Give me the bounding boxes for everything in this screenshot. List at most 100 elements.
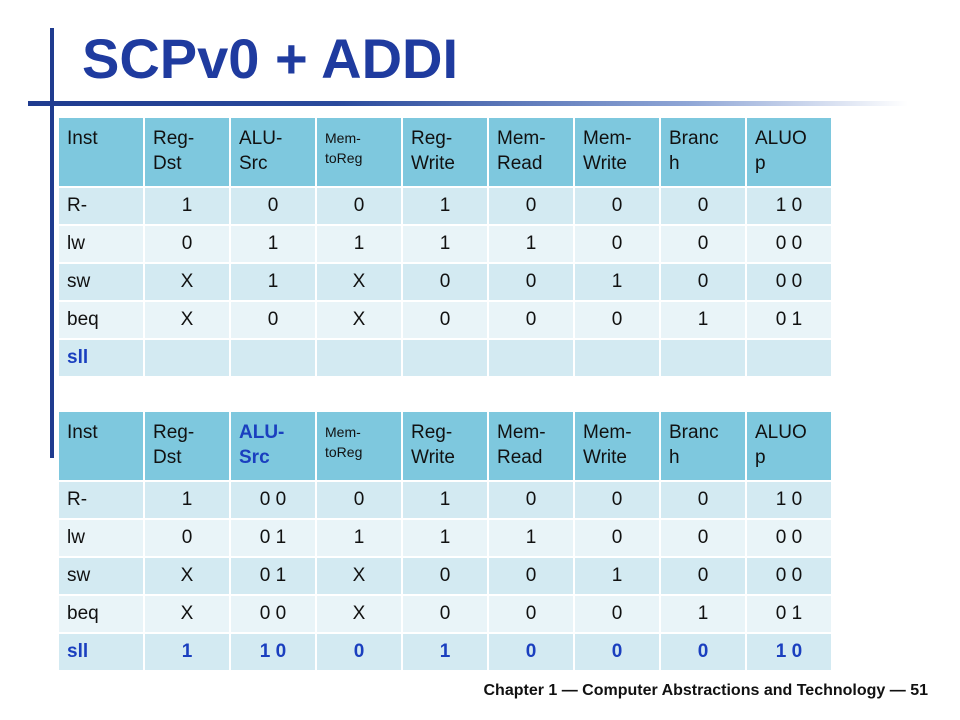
cell-inst: lw [59, 520, 143, 556]
table-header-row: Inst Reg- Dst ALU- Src Mem-toReg Reg- Write… [59, 118, 831, 186]
cell [747, 340, 831, 376]
control-table-after: Inst Reg- Dst ALU- Src Mem-toReg Reg- Write… [57, 410, 833, 672]
cell: 0 [145, 226, 229, 262]
cell: X [145, 558, 229, 594]
cell: 0 [661, 226, 745, 262]
cell: 0 [575, 302, 659, 338]
cell: 0 [403, 302, 487, 338]
cell: X [317, 302, 401, 338]
cell: 0 [575, 634, 659, 670]
cell-inst: lw [59, 226, 143, 262]
table-row: R- 1 0 0 0 1 0 0 0 1 0 [59, 482, 831, 518]
cell: X [317, 558, 401, 594]
control-table-before: Inst Reg- Dst ALU- Src Mem-toReg Reg- Write… [57, 116, 833, 378]
header-regwrite: Reg- Write [403, 118, 487, 186]
table-row: beq X 0 X 0 0 0 1 0 1 [59, 302, 831, 338]
cell: 1 [661, 302, 745, 338]
header-memwrite: Mem- Write [575, 412, 659, 480]
cell: 0 [231, 188, 315, 224]
header-memread: Mem- Read [489, 412, 573, 480]
header-inst: Inst [59, 118, 143, 186]
header-memwrite: Mem- Write [575, 118, 659, 186]
cell: 0 [403, 558, 487, 594]
cell [231, 340, 315, 376]
header-regwrite: Reg- Write [403, 412, 487, 480]
cell-inst: beq [59, 302, 143, 338]
cell: 0 1 [747, 596, 831, 632]
cell-inst: sw [59, 264, 143, 300]
cell: 1 [489, 226, 573, 262]
cell: X [317, 264, 401, 300]
cell: 0 [489, 264, 573, 300]
table-row: lw 0 1 1 1 1 0 0 0 0 [59, 226, 831, 262]
cell: 0 0 [747, 520, 831, 556]
title-accent-vertical-bar [50, 28, 54, 458]
cell: 0 [575, 188, 659, 224]
cell: X [145, 596, 229, 632]
header-memtoreg: Mem-toReg [317, 118, 401, 186]
table-row: beq X 0 0 X 0 0 0 1 0 1 [59, 596, 831, 632]
cell-inst: sll [59, 634, 143, 670]
slide-footer: Chapter 1 — Computer Abstractions and Te… [483, 682, 928, 699]
cell: 0 [317, 634, 401, 670]
header-branch: Branc h [661, 412, 745, 480]
cell [489, 340, 573, 376]
cell: 0 0 [231, 482, 315, 518]
cell: 0 [661, 482, 745, 518]
cell: 0 0 [747, 558, 831, 594]
cell: 1 0 [747, 634, 831, 670]
header-memread: Mem- Read [489, 118, 573, 186]
table-row-sll: sll 1 1 0 0 1 0 0 0 1 0 [59, 634, 831, 670]
cell: 1 0 [747, 482, 831, 518]
cell: 1 [231, 264, 315, 300]
cell: 0 [403, 596, 487, 632]
cell: 1 [403, 520, 487, 556]
cell: 1 [231, 226, 315, 262]
cell: 1 [145, 482, 229, 518]
table-row: R- 1 0 0 1 0 0 0 1 0 [59, 188, 831, 224]
cell-inst: sll [59, 340, 143, 376]
cell: 0 1 [747, 302, 831, 338]
cell: X [145, 302, 229, 338]
table-row: sw X 0 1 X 0 0 1 0 0 0 [59, 558, 831, 594]
cell: 1 [403, 482, 487, 518]
cell: 0 [489, 188, 573, 224]
cell: 1 [145, 188, 229, 224]
cell: 1 0 [231, 634, 315, 670]
cell [403, 340, 487, 376]
cell: 0 [489, 302, 573, 338]
cell: 1 [403, 226, 487, 262]
header-regdst: Reg- Dst [145, 118, 229, 186]
cell: 0 [661, 264, 745, 300]
cell: 0 [661, 558, 745, 594]
cell-inst: R- [59, 188, 143, 224]
cell: 0 1 [231, 558, 315, 594]
table-row-sll: sll [59, 340, 831, 376]
cell: 0 [489, 482, 573, 518]
cell: 0 [145, 520, 229, 556]
cell: 0 [489, 596, 573, 632]
cell: 0 [661, 520, 745, 556]
slide-title: SCPv0 + ADDI [82, 27, 459, 90]
cell: 1 [661, 596, 745, 632]
cell: 0 [403, 264, 487, 300]
header-aluop: ALUO p [747, 412, 831, 480]
cell: 1 [403, 188, 487, 224]
cell: 1 [575, 558, 659, 594]
cell: 0 [317, 188, 401, 224]
cell: 0 [575, 596, 659, 632]
cell: 1 [317, 520, 401, 556]
cell-inst: beq [59, 596, 143, 632]
cell: 0 [231, 302, 315, 338]
cell: 0 [317, 482, 401, 518]
cell-inst: sw [59, 558, 143, 594]
header-alusrc: ALU- Src [231, 118, 315, 186]
cell: 1 [317, 226, 401, 262]
header-aluop: ALUO p [747, 118, 831, 186]
cell: 0 0 [747, 264, 831, 300]
cell [145, 340, 229, 376]
header-memtoreg: Mem-toReg [317, 412, 401, 480]
cell: 0 0 [747, 226, 831, 262]
cell: 1 [403, 634, 487, 670]
title-accent-horizontal-bar [28, 101, 908, 106]
